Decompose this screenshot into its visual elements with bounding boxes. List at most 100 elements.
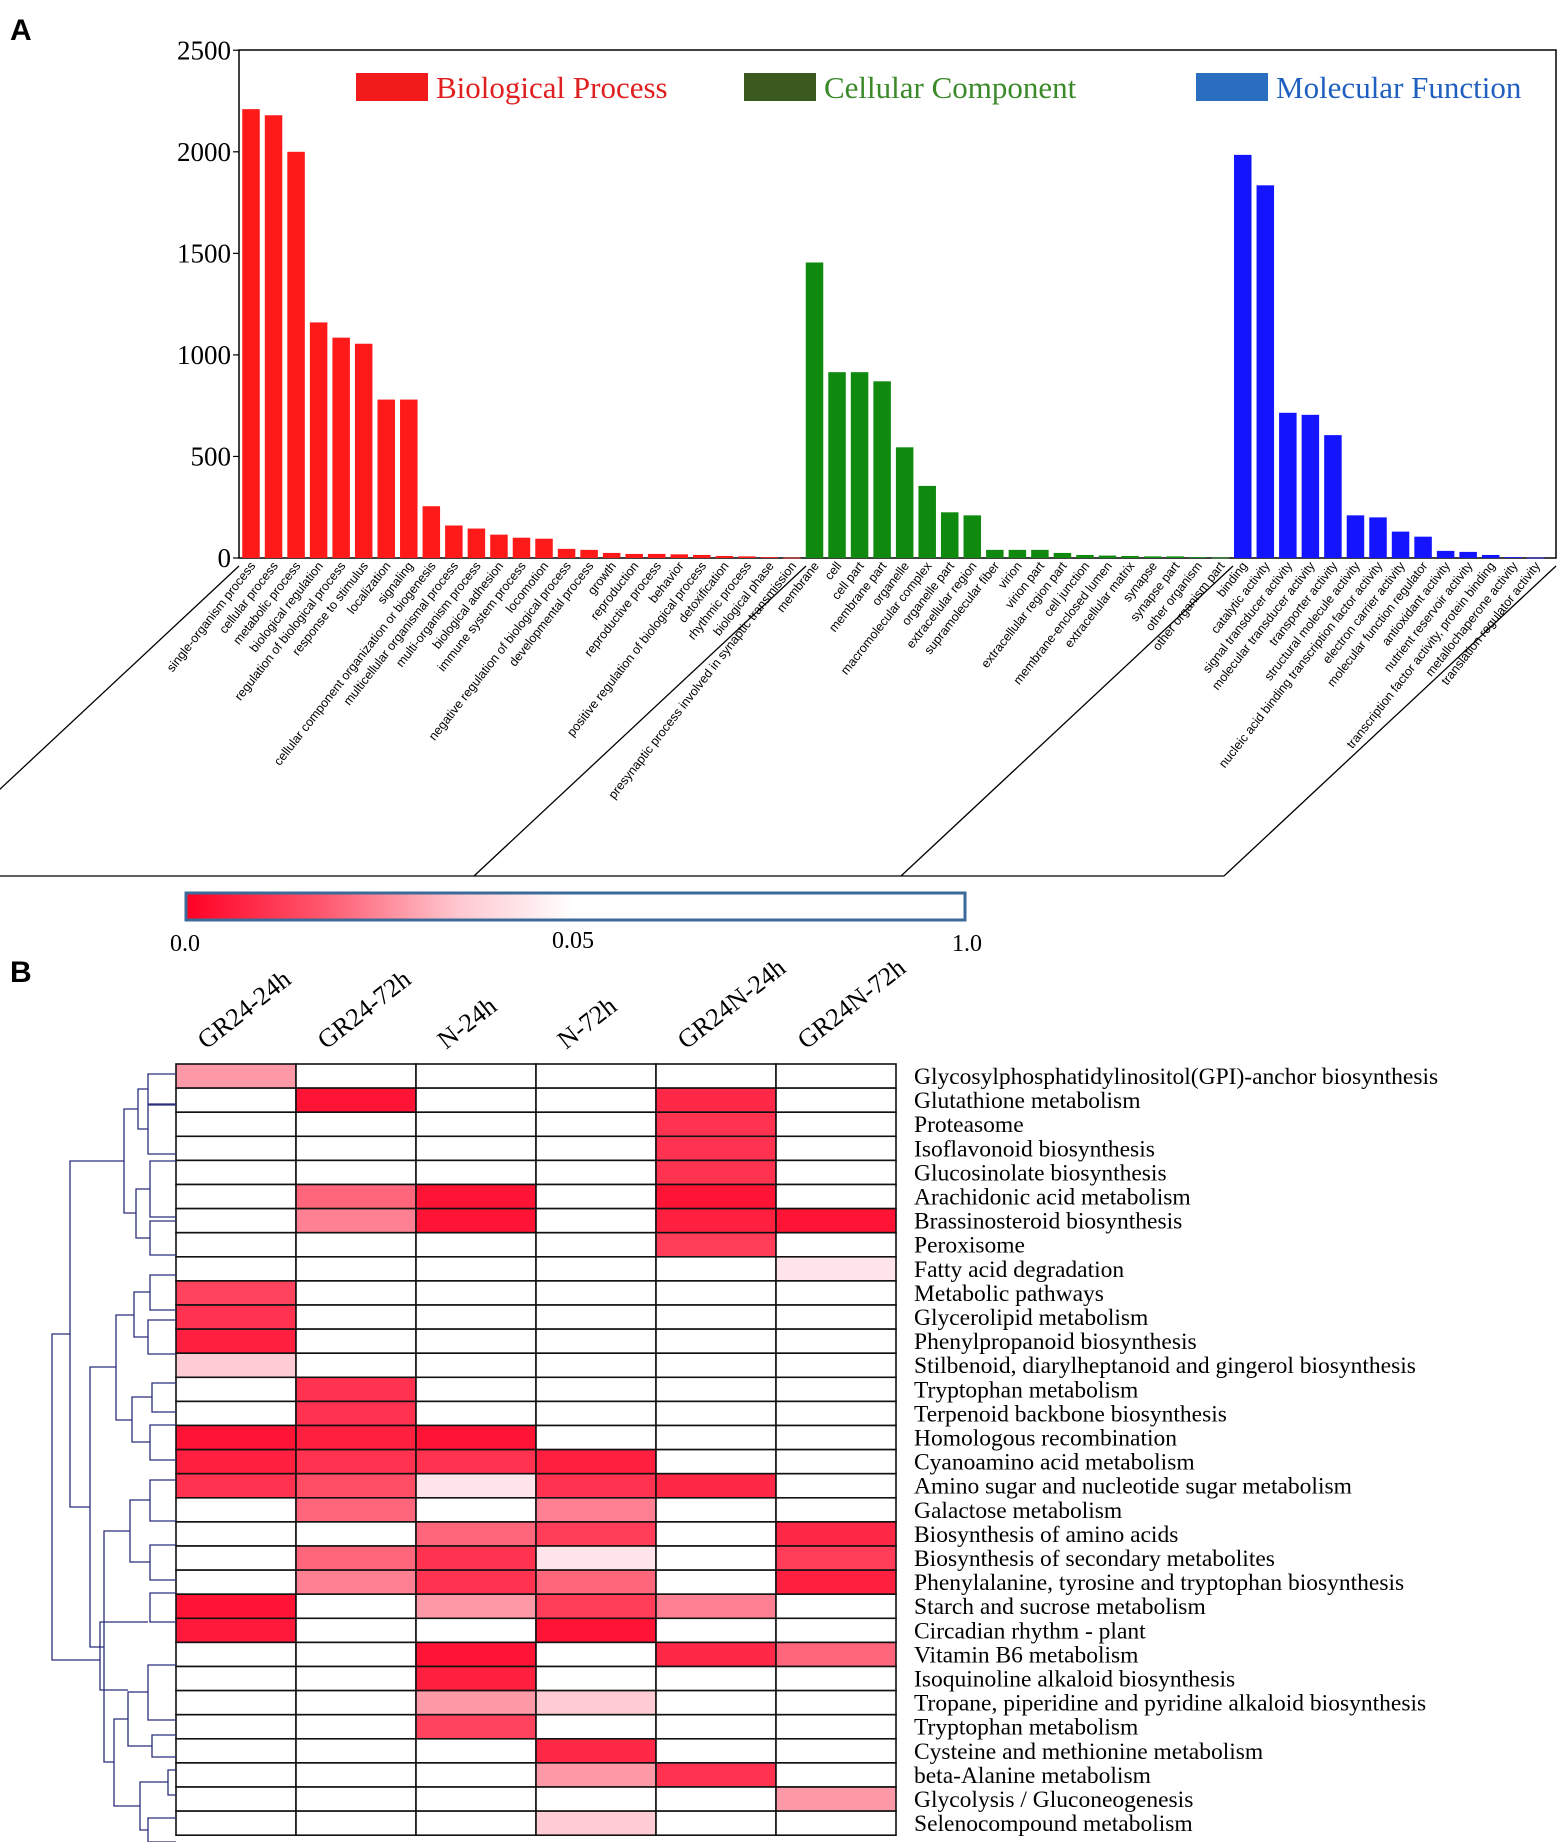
heatmap-cell [175, 1256, 297, 1282]
heatmap-cell [295, 1424, 417, 1451]
heatmap-cell [175, 1400, 297, 1427]
heatmap-row-label: Biosynthesis of secondary metabolites [914, 1546, 1275, 1572]
heatmap-cell [415, 1665, 537, 1692]
bar [873, 381, 891, 558]
heatmap-cell [415, 1328, 537, 1354]
heatmap-cell [535, 1352, 657, 1379]
heatmap-cell [655, 1689, 777, 1716]
heatmap-row-labels: Glycosylphosphatidylinositol(GPI)-anchor… [914, 1064, 1438, 1837]
heatmap-cell [175, 1569, 297, 1595]
heatmap-cell [655, 1328, 777, 1354]
heatmap-cell [655, 1472, 777, 1499]
heatmap-cell [535, 1063, 657, 1089]
heatmap-cell [535, 1135, 657, 1162]
heatmap-row-label: Cysteine and methionine metabolism [914, 1739, 1263, 1765]
bar [670, 554, 689, 558]
heatmap-cell [535, 1545, 657, 1571]
heatmap-cell [775, 1593, 897, 1620]
heatmap-cell [535, 1376, 657, 1403]
heatmap-cell [535, 1183, 657, 1210]
heatmap-cell [535, 1497, 657, 1523]
heatmap-cell [535, 1304, 657, 1330]
heatmap-cell [415, 1135, 537, 1162]
heatmap-cell [295, 1256, 417, 1282]
colorbar-max-label: 1.0 [952, 931, 982, 957]
heatmap-cell [775, 1304, 897, 1330]
heatmap-column-label: N-24h [432, 991, 502, 1055]
heatmap-cell [175, 1183, 297, 1210]
heatmap-cell [415, 1063, 537, 1089]
heatmap-row-label: Stilbenoid, diarylheptanoid and gingerol… [914, 1353, 1416, 1379]
heatmap-row-label: Selenocompound metabolism [914, 1811, 1193, 1837]
y-tick-label: 1000 [177, 340, 231, 370]
heatmap-cell [775, 1762, 897, 1788]
bar [940, 512, 959, 558]
bar [805, 262, 824, 558]
heatmap-cell [535, 1593, 657, 1620]
bar [1121, 555, 1139, 558]
heatmap-cell [175, 1087, 297, 1113]
heatmap-cell [535, 1786, 657, 1812]
y-axis: 0 500 1000 1500 2000 2500 [177, 35, 239, 573]
bar [467, 528, 486, 558]
y-tick-label: 1500 [177, 238, 231, 268]
separator-line [900, 565, 1234, 877]
bar [625, 553, 643, 558]
heatmap-row-label: Proteasome [914, 1112, 1024, 1138]
heatmap-cell [175, 1641, 297, 1668]
bar [1346, 515, 1365, 558]
heatmap-cell [775, 1521, 897, 1547]
bar [445, 525, 463, 558]
heatmap-cell [175, 1159, 297, 1186]
heatmap-row-label: Vitamin B6 metabolism [914, 1642, 1138, 1668]
y-tick-label: 2500 [177, 35, 231, 65]
heatmap-cell [295, 1280, 417, 1306]
heatmap-cell [775, 1256, 897, 1282]
heatmap-cell [775, 1810, 897, 1836]
colorbar-gradient [184, 891, 967, 922]
heatmap-cell [175, 1786, 297, 1812]
heatmap-cell [415, 1231, 537, 1258]
heatmap-cell [415, 1424, 537, 1451]
heatmap-cell [775, 1545, 897, 1571]
heatmap-cell [295, 1545, 417, 1571]
heatmap-cell [295, 1376, 417, 1403]
colorbar-mid-label: 0.05 [552, 928, 594, 954]
heatmap-cell [775, 1400, 897, 1427]
heatmap-cell [415, 1087, 537, 1113]
heatmap-cell [655, 1087, 777, 1113]
heatmap-row-label: Brassinosteroid biosynthesis [914, 1209, 1182, 1235]
heatmap-cell [775, 1738, 897, 1764]
heatmap-cell [295, 1063, 417, 1089]
heatmap-cell [415, 1183, 537, 1210]
heatmap-cell [655, 1593, 777, 1620]
heatmap-cell [535, 1521, 657, 1547]
separator-line [473, 565, 807, 877]
bars [242, 109, 1545, 559]
kegg-heatmap: GR24-24h GR24-72h N-24h N-72h GR24N-24h GR24N… [51, 953, 1438, 1842]
heatmap-column-labels: GR24-24h GR24-72h N-24h N-72h GR24N-24h GR24N… [192, 953, 911, 1055]
heatmap-row-label: Glycerolipid metabolism [914, 1305, 1148, 1331]
heatmap-cell [535, 1424, 657, 1451]
bar [986, 549, 1004, 558]
heatmap-cell [295, 1497, 417, 1523]
bar [1414, 536, 1432, 558]
y-tick-label: 500 [191, 441, 232, 471]
bar [1256, 185, 1275, 558]
heatmap-cell [295, 1689, 417, 1716]
heatmap-cell [415, 1352, 537, 1379]
heatmap-column-label: GR24N-24h [672, 953, 791, 1055]
heatmap-cell [175, 1545, 297, 1571]
heatmap-cell [175, 1665, 297, 1692]
heatmap-row-label: Tryptophan metabolism [914, 1715, 1138, 1741]
bar [557, 548, 576, 558]
heatmap-cell [775, 1641, 897, 1668]
heatmap-row-label: Phenylpropanoid biosynthesis [914, 1329, 1197, 1355]
legend: Biological Process Cellular Component Mole… [356, 70, 1522, 105]
heatmap-row-label: Homologous recombination [914, 1426, 1177, 1452]
heatmap-row-label: Phenylalanine, tyrosine and tryptophan b… [914, 1570, 1404, 1596]
bar [1076, 554, 1094, 558]
heatmap-cell [535, 1641, 657, 1668]
heatmap-cell [175, 1304, 297, 1330]
